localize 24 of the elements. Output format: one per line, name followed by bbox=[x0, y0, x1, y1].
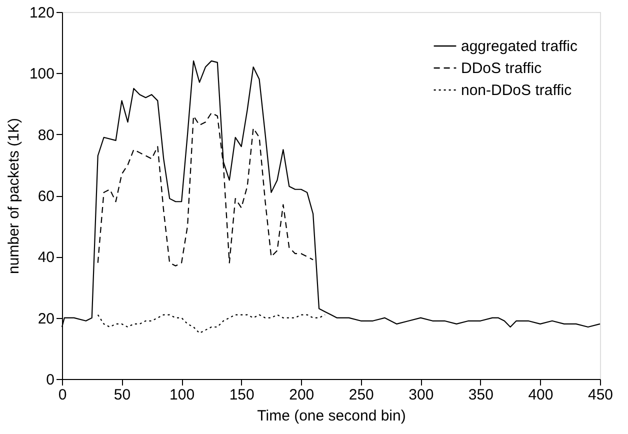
x-tick-label: 0 bbox=[58, 386, 67, 404]
y-tick-label: 80 bbox=[38, 126, 54, 144]
y-tick-label: 100 bbox=[29, 66, 54, 83]
y-tick-label: 120 bbox=[29, 4, 54, 22]
x-axis-title: Time (one second bin) bbox=[257, 408, 406, 424]
line-series bbox=[97, 112, 314, 266]
x-tick-label: 150 bbox=[229, 386, 254, 404]
y-tick-label: 0 bbox=[46, 372, 54, 388]
x-tick-label: 250 bbox=[348, 386, 374, 404]
y-tick-label: 40 bbox=[38, 249, 54, 266]
x-tick-label: 50 bbox=[114, 386, 131, 404]
x-tick-label: 450 bbox=[588, 386, 614, 404]
y-tick-label: 20 bbox=[38, 310, 54, 328]
line-series bbox=[97, 314, 326, 334]
legend-label: DDoS traffic bbox=[461, 60, 542, 77]
x-tick-label: 400 bbox=[528, 386, 554, 404]
x-tick-label: 200 bbox=[289, 386, 314, 404]
y-tick-label: 60 bbox=[38, 188, 54, 205]
legend-label: non-DDoS traffic bbox=[461, 82, 572, 99]
y-axis-title: number of packets (1K) bbox=[5, 118, 22, 274]
x-tick-label: 350 bbox=[468, 386, 494, 404]
x-tick-label: 100 bbox=[170, 386, 195, 404]
legend-label: aggregated traffic bbox=[461, 38, 578, 55]
x-tick-label: 300 bbox=[408, 386, 434, 404]
